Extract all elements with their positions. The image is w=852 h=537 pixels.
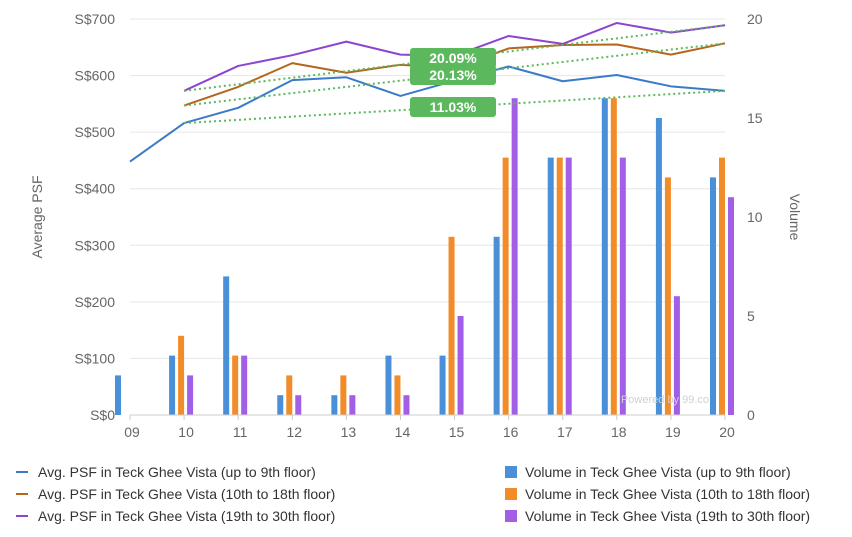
right-tick-label: 0 [747,407,755,423]
x-tick-label: 13 [341,424,357,440]
volume-bar [187,375,194,415]
volume-bar [286,375,293,415]
trendline [183,42,726,107]
annotation-badge [410,97,496,117]
x-tick-label: 10 [178,424,194,440]
annotation-badge [410,65,496,85]
annotation-label: 20.09% [429,50,477,66]
legend-bar-swatch [505,510,517,522]
trendline [183,24,726,92]
x-tick-label: 12 [286,424,302,440]
volume-bar [115,375,121,415]
x-tick-label: 09 [124,424,140,440]
left-tick-label: S$300 [75,237,116,253]
x-tick-label: 16 [503,424,519,440]
legend-label: Avg. PSF in Teck Ghee Vista (19th to 30t… [38,508,335,524]
right-axis-title: Volume [787,194,803,241]
left-tick-label: S$700 [75,11,116,27]
psf-lines [129,21,726,163]
left-tick-label: S$200 [75,294,116,310]
volume-bar [385,355,392,415]
volume-bar [610,98,617,415]
volume-bar [394,375,401,415]
annotation-label: 11.03% [430,99,477,115]
volume-bar [556,157,563,415]
volume-bar [601,98,608,415]
legend-label: Volume in Teck Ghee Vista (10th to 18th … [525,486,810,502]
volume-bar [511,98,518,415]
volume-bar [403,395,410,415]
volume-bar [223,276,230,415]
annotation-label: 20.13% [429,67,477,83]
legend-label: Volume in Teck Ghee Vista (up to 9th flo… [525,464,791,480]
volume-bar [547,157,554,415]
volume-bar [565,157,572,415]
left-tick-label: S$400 [75,181,116,197]
axes: S$0 S$100 S$200 S$300 S$400 S$500 S$600 S$700 0 5… [75,11,763,440]
right-tick-label: 20 [747,11,763,27]
legend-label: Avg. PSF in Teck Ghee Vista (up to 9th f… [38,464,316,480]
volume-bar [448,236,455,415]
legend-bar-swatch [505,488,517,500]
volume-bar [619,157,626,415]
legend: Avg. PSF in Teck Ghee Vista (up to 9th f… [16,464,810,524]
right-tick-label: 5 [747,308,755,324]
left-tick-label: S$500 [75,124,116,140]
volume-bar [710,177,716,415]
legend-label: Volume in Teck Ghee Vista (19th to 30th … [525,508,810,524]
volume-bar [457,316,464,415]
volume-bar [295,395,302,415]
volume-bar [493,236,500,415]
left-tick-label: S$100 [75,350,116,366]
volume-bar [719,157,725,415]
x-tick-label: 18 [611,424,627,440]
volume-bar [340,375,347,415]
x-tick-label: 11 [233,424,248,440]
volume-bar [655,118,662,415]
left-tick-label: S$600 [75,68,116,84]
left-axis-title: Average PSF [29,175,45,258]
right-tick-label: 15 [747,110,763,126]
volume-bar [178,335,185,415]
chart-credit: Powered by 99.co [621,394,709,406]
volume-bar [502,157,509,415]
right-tick-label: 10 [747,209,763,225]
psf-line [129,65,726,163]
volume-bar [349,395,356,415]
volume-bar [277,395,284,415]
x-tick-label: 15 [449,424,465,440]
annotations: 20.09%20.13% 11.03% [410,48,496,117]
volume-bars [115,98,734,415]
volume-bar [169,355,176,415]
volume-bar [664,177,671,415]
volume-bar [241,355,248,415]
x-tick-label: 19 [665,424,681,440]
left-tick-label: S$0 [90,407,115,423]
volume-bar [728,197,734,415]
volume-bar [331,395,338,415]
volume-bar [439,355,446,415]
x-tick-label: 20 [719,424,735,440]
legend-bar-swatch [505,466,517,478]
legend-label: Avg. PSF in Teck Ghee Vista (10th to 18t… [38,486,335,502]
annotation-badge [410,48,496,68]
volume-bar [232,355,239,415]
volume-bar [673,296,680,415]
x-tick-label: 14 [395,424,411,440]
x-tick-label: 17 [557,424,573,440]
